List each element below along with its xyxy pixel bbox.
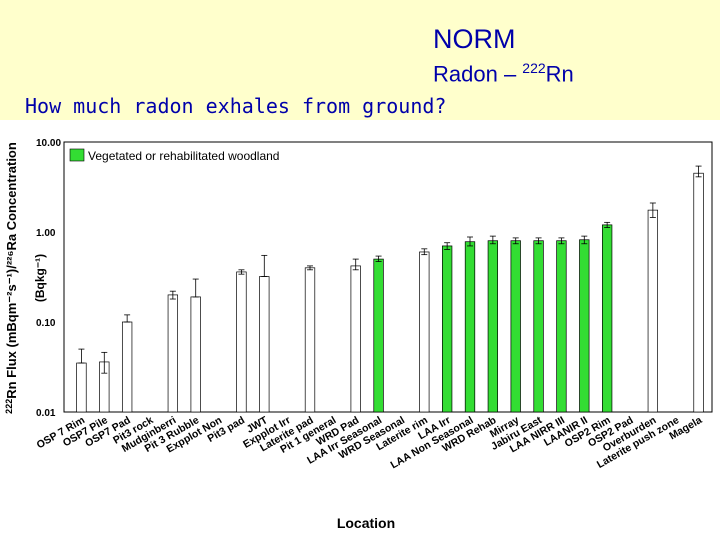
- bar: [419, 251, 430, 413]
- bar: [259, 276, 270, 413]
- bar: [556, 240, 567, 413]
- bar: [533, 240, 544, 413]
- bar: [76, 362, 87, 413]
- y-axis: 10.00 1.00 0.10 0.01: [36, 138, 61, 419]
- bar: [350, 265, 361, 413]
- page-question: How much radon exhales from ground?: [25, 94, 447, 118]
- bar: [693, 172, 704, 413]
- bar: [464, 241, 476, 413]
- bar: [487, 240, 499, 413]
- bar: [647, 209, 659, 413]
- page-title: NORM: [433, 24, 516, 54]
- y-tick-label: 1.00: [36, 228, 56, 239]
- bar: [510, 240, 521, 413]
- legend: Vegetated or rehabilitated woodland: [69, 148, 279, 163]
- subtitle-element: Rn: [545, 61, 574, 87]
- legend-label: Vegetated or rehabilitated woodland: [88, 149, 279, 163]
- bar: [441, 245, 453, 413]
- page-subtitle: Radon – 222Rn: [433, 60, 574, 87]
- bar: [190, 296, 201, 413]
- bar: [601, 224, 613, 413]
- bar: [167, 294, 179, 413]
- bar: [304, 267, 316, 413]
- y-tick-label: 0.10: [36, 318, 56, 329]
- bar: [236, 271, 247, 413]
- bar: [579, 239, 590, 413]
- y-tick-label: 0.01: [36, 408, 56, 419]
- y-axis-label-sup: 222: [4, 399, 14, 414]
- bar: [121, 321, 133, 413]
- subtitle-isotope-mass: 222: [522, 60, 546, 76]
- subtitle-prefix: Radon –: [433, 61, 523, 87]
- y-axis-label: 222Rn Flux (mBqm⁻²s⁻¹)/²²⁶Ra Concentrati…: [4, 142, 19, 414]
- y-axis-label-units: (Bqkg⁻¹): [33, 254, 47, 302]
- plot-area: [63, 141, 713, 413]
- y-axis-label-main: Rn Flux (mBqm⁻²s⁻¹)/²²⁶Ra Concentration: [4, 142, 19, 399]
- x-axis-label: Location: [337, 515, 395, 531]
- y-tick-label: 10.00: [36, 138, 61, 149]
- legend-swatch: [69, 148, 85, 162]
- bar: [373, 258, 384, 413]
- bars: [76, 165, 704, 413]
